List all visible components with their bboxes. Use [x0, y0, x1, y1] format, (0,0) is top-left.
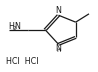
Text: N: N — [56, 44, 61, 53]
Text: 2: 2 — [12, 26, 16, 31]
Text: N: N — [56, 6, 61, 15]
Text: N: N — [15, 22, 20, 31]
Text: H: H — [56, 48, 61, 53]
Text: HCl  HCl: HCl HCl — [6, 57, 39, 66]
Text: H: H — [9, 22, 14, 31]
